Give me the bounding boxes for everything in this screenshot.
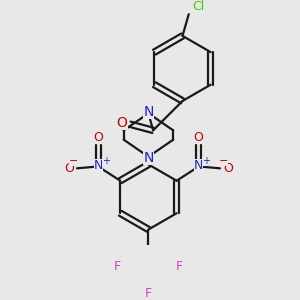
Text: N: N xyxy=(94,160,103,172)
Text: O: O xyxy=(94,131,103,144)
Text: O: O xyxy=(64,162,74,175)
Text: N: N xyxy=(143,151,154,165)
Text: −: − xyxy=(218,156,228,166)
Text: N: N xyxy=(194,160,203,172)
Text: Cl: Cl xyxy=(192,0,204,13)
Text: O: O xyxy=(223,162,233,175)
Text: F: F xyxy=(176,260,183,273)
Text: +: + xyxy=(102,156,110,166)
Text: F: F xyxy=(114,260,121,273)
Text: O: O xyxy=(117,116,128,130)
Text: O: O xyxy=(194,131,203,144)
Text: +: + xyxy=(202,156,210,166)
Text: N: N xyxy=(143,105,154,119)
Text: F: F xyxy=(145,287,152,300)
Text: −: − xyxy=(69,156,79,166)
